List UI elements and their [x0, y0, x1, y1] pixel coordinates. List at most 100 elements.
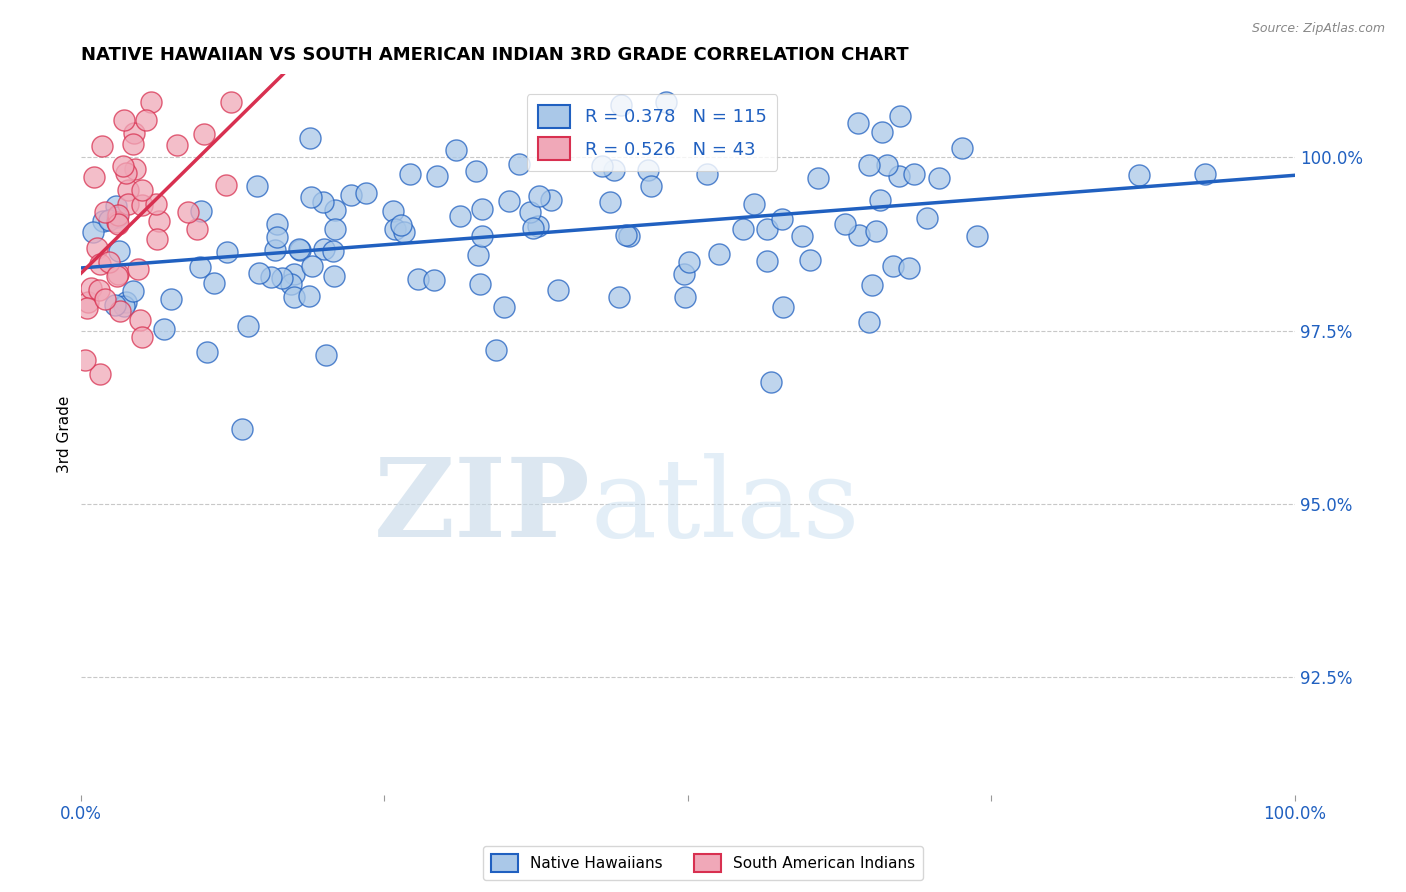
- Point: [858, 315, 880, 329]
- Point: [105, 215, 128, 229]
- Point: [217, 245, 239, 260]
- Point: [98, 254, 121, 268]
- Point: [112, 159, 135, 173]
- Point: [114, 166, 136, 180]
- Point: [381, 204, 404, 219]
- Point: [860, 277, 883, 292]
- Point: [356, 186, 378, 200]
- Point: [231, 422, 253, 436]
- Point: [249, 266, 271, 280]
- Point: [202, 277, 225, 291]
- Point: [124, 161, 146, 176]
- Point: [872, 125, 894, 139]
- Point: [865, 224, 887, 238]
- Point: [107, 244, 129, 258]
- Point: [547, 284, 569, 298]
- Point: [607, 290, 630, 304]
- Text: atlas: atlas: [591, 453, 860, 560]
- Point: [846, 116, 869, 130]
- Point: [145, 197, 167, 211]
- Point: [485, 343, 508, 358]
- Point: [966, 228, 988, 243]
- Point: [468, 277, 491, 291]
- Point: [301, 259, 323, 273]
- Point: [858, 158, 880, 172]
- Point: [408, 272, 430, 286]
- Point: [527, 189, 550, 203]
- Point: [742, 197, 765, 211]
- Text: Source: ZipAtlas.com: Source: ZipAtlas.com: [1251, 22, 1385, 36]
- Point: [139, 95, 162, 109]
- Point: [266, 230, 288, 244]
- Point: [887, 169, 910, 184]
- Point: [298, 131, 321, 145]
- Point: [614, 228, 637, 243]
- Point: [152, 321, 174, 335]
- Point: [322, 268, 344, 283]
- Point: [94, 292, 117, 306]
- Point: [733, 221, 755, 235]
- Point: [834, 217, 856, 231]
- Point: [288, 244, 311, 258]
- Point: [492, 300, 515, 314]
- Point: [280, 277, 302, 291]
- Point: [87, 284, 110, 298]
- Point: [117, 183, 139, 197]
- Point: [105, 210, 128, 224]
- Legend: Native Hawaiians, South American Indians: Native Hawaiians, South American Indians: [484, 846, 922, 880]
- Point: [1194, 167, 1216, 181]
- Point: [76, 294, 98, 309]
- Point: [82, 225, 104, 239]
- Point: [283, 267, 305, 281]
- Point: [287, 242, 309, 256]
- Point: [392, 225, 415, 239]
- Legend: R = 0.378   N = 115, R = 0.526   N = 43: R = 0.378 N = 115, R = 0.526 N = 43: [527, 94, 778, 171]
- Point: [471, 202, 494, 216]
- Point: [148, 213, 170, 227]
- Point: [897, 260, 920, 275]
- Point: [384, 222, 406, 236]
- Point: [848, 228, 870, 243]
- Point: [426, 169, 449, 184]
- Point: [246, 179, 269, 194]
- Point: [772, 300, 794, 314]
- Point: [105, 199, 128, 213]
- Point: [467, 247, 489, 261]
- Point: [83, 170, 105, 185]
- Point: [527, 219, 550, 233]
- Point: [915, 211, 938, 226]
- Point: [637, 162, 659, 177]
- Point: [264, 244, 287, 258]
- Point: [602, 162, 624, 177]
- Point: [465, 163, 488, 178]
- Point: [423, 273, 446, 287]
- Point: [215, 178, 238, 193]
- Point: [146, 232, 169, 246]
- Point: [323, 222, 346, 236]
- Point: [219, 95, 242, 109]
- Point: [903, 167, 925, 181]
- Point: [115, 295, 138, 310]
- Point: [131, 330, 153, 344]
- Point: [127, 262, 149, 277]
- Point: [471, 229, 494, 244]
- Point: [882, 259, 904, 273]
- Point: [135, 112, 157, 127]
- Text: ZIP: ZIP: [374, 453, 591, 560]
- Point: [790, 229, 813, 244]
- Point: [75, 353, 97, 368]
- Point: [449, 209, 471, 223]
- Point: [673, 290, 696, 304]
- Point: [707, 247, 730, 261]
- Point: [86, 241, 108, 255]
- Point: [889, 109, 911, 123]
- Point: [260, 270, 283, 285]
- Point: [869, 194, 891, 208]
- Point: [655, 95, 678, 109]
- Point: [508, 156, 530, 170]
- Point: [928, 171, 950, 186]
- Point: [195, 344, 218, 359]
- Point: [398, 167, 420, 181]
- Point: [599, 195, 621, 210]
- Point: [236, 319, 259, 334]
